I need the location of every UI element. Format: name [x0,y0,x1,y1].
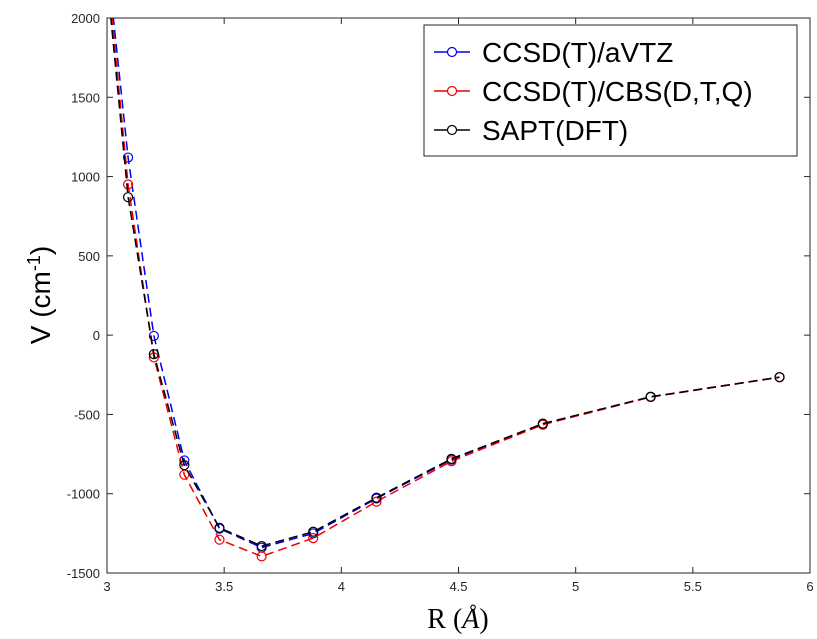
legend-label-1: CCSD(T)/CBS(D,T,Q) [482,76,753,107]
data-point-1 [371,496,382,507]
series-line-2 [110,18,780,547]
y-tick-label: -1000 [67,487,100,502]
x-axis-label: R (Å) [427,604,488,635]
legend-box [423,24,798,157]
data-point-1 [256,551,267,562]
data-point-1 [122,179,134,190]
series-layer [110,18,785,562]
legend: CCSD(T)/aVTZ CCSD(T)/CBS(D,T,Q) SAPT(DFT) [423,24,798,157]
data-point-2 [179,460,190,471]
data-point-2 [122,192,134,203]
tick-layer: 3 3.5 4 4.5 5 5.5 6 -1500 -1000 -500 0 500 1000 1500 2… [67,11,814,594]
y-tick-label: 500 [78,249,100,264]
legend-marker-0 [446,46,458,58]
data-point-2 [214,522,225,533]
legend-marker-1 [446,85,458,97]
data-point-2 [645,391,656,402]
data-point-2 [446,453,457,464]
x-tick-label: 3 [103,579,110,594]
x-tick-label: 5 [572,579,579,594]
y-tick-label: 1000 [71,170,100,185]
x-tick-label: 6 [806,579,813,594]
data-point-2 [256,540,267,552]
legend-label-2: SAPT(DFT) [482,115,628,146]
data-point-2 [537,418,548,429]
x-axis-label-unit: Å [460,604,480,635]
y-axis-label-end: ) [25,246,56,255]
data-point-2 [774,372,785,383]
x-tick-label: 4 [338,579,345,594]
data-point-0 [148,330,159,342]
y-tick-label: -500 [74,407,100,422]
x-tick-label: 5.5 [684,579,702,594]
x-tick-label: 4.5 [449,579,467,594]
x-axis-label-suffix: ) [479,604,488,635]
data-point-1 [214,534,225,545]
y-tick-label: 1500 [71,90,100,105]
legend-items: CCSD(T)/aVTZ CCSD(T)/CBS(D,T,Q) SAPT(DFT) [434,37,753,146]
data-point-2 [148,349,159,360]
y-tick-label: -1500 [67,566,100,581]
y-tick-label: 0 [93,328,100,343]
y-axis-label-main: V (cm [25,271,56,344]
y-axis-label: V (cm-1) [24,246,56,344]
data-point-2 [371,492,382,503]
x-tick-label: 3.5 [215,579,233,594]
x-axis-label-prefix: R ( [427,604,462,635]
legend-label-0: CCSD(T)/aVTZ [482,37,673,68]
data-point-1 [308,533,319,544]
legend-marker-2 [446,124,458,136]
data-point-2 [308,526,319,537]
y-tick-label: 2000 [71,11,100,26]
y-axis-label-sup: -1 [24,255,44,271]
